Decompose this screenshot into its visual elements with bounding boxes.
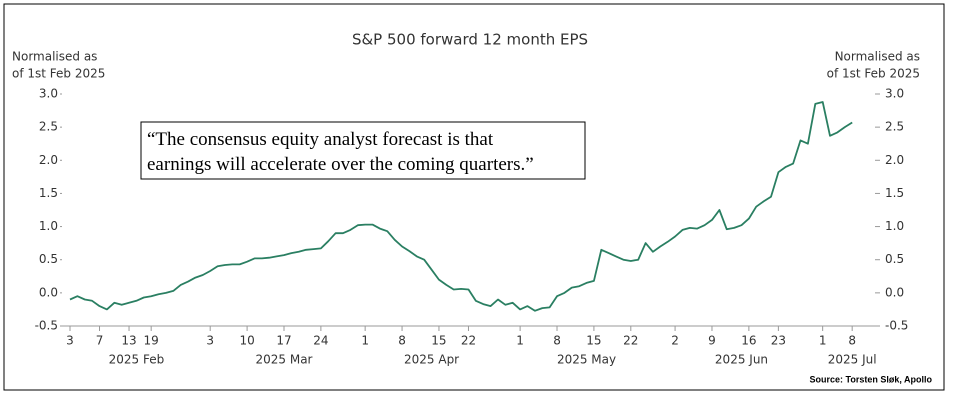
y2-axis-label: of 1st Feb 2025 (827, 67, 920, 81)
x-tick-label: 23 (771, 334, 786, 348)
x-tick-label: 15 (586, 334, 601, 348)
x-tick-label: 19 (144, 334, 159, 348)
series-line (69, 101, 853, 312)
month-label: 2025 Apr (404, 353, 459, 367)
y-tick-label: 2.5 (39, 120, 58, 134)
annotation: “The consensus equity analyst forecast i… (147, 129, 494, 150)
chart-title: S&P 500 forward 12 month EPS (352, 31, 588, 49)
y2-tick-label: -0.5 (885, 319, 908, 333)
x-tick-label: 16 (741, 334, 756, 348)
x-tick-label: 1 (819, 334, 827, 348)
y2-axis-label: Normalised as (835, 50, 920, 64)
frame (3, 3, 945, 391)
y-tick-label: 2.0 (39, 153, 58, 167)
x-tick-label: 8 (553, 334, 561, 348)
x-tick-label: 8 (398, 334, 406, 348)
y2-tick-label: 1.0 (885, 219, 904, 233)
month-label: 2025 Mar (255, 353, 312, 367)
x-tick-label: 17 (276, 334, 291, 348)
y-tick-label: 1.5 (39, 186, 58, 200)
x-tick-label: 1 (361, 334, 369, 348)
x-tick-label: 24 (313, 334, 328, 348)
x-tick-label: 22 (623, 334, 638, 348)
x-tick-label: 13 (121, 334, 136, 348)
y-axis-label: Normalised as (12, 50, 97, 64)
y-tick-label: 0.5 (39, 252, 58, 266)
x-tick-label: 8 (848, 334, 856, 348)
x-tick-label: 3 (206, 334, 214, 348)
y-tick-label: 3.0 (39, 87, 58, 101)
y-tick-label: 0.0 (39, 285, 58, 299)
y2-tick-label: 0.0 (885, 285, 904, 299)
x-tick-label: 7 (96, 334, 104, 348)
x-tick-label: 1 (516, 334, 524, 348)
y2-tick-label: 1.5 (885, 186, 904, 200)
y-axis-label: of 1st Feb 2025 (12, 67, 105, 81)
y2-tick-label: 3.0 (885, 87, 904, 101)
source: Source: Torsten Sløk, Apollo (809, 374, 932, 384)
x-tick-label: 2 (671, 334, 679, 348)
y-tick-label: -0.5 (35, 319, 58, 333)
x-tick-label: 9 (708, 334, 716, 348)
y2-tick-label: 2.5 (885, 120, 904, 134)
y-tick-label: 1.0 (39, 219, 58, 233)
month-label: 2025 Jun (715, 353, 768, 367)
y2-tick-label: 0.5 (885, 252, 904, 266)
annotation: earnings will accelerate over the coming… (147, 154, 534, 175)
month-label: 2025 Jul (828, 353, 877, 367)
x-tick-label: 3 (66, 334, 74, 348)
month-label: 2025 May (557, 353, 616, 367)
x-tick-label: 10 (239, 334, 254, 348)
month-label: 2025 Feb (109, 353, 165, 367)
y2-tick-label: 2.0 (885, 153, 904, 167)
x-tick-label: 22 (461, 334, 476, 348)
x-tick-label: 15 (431, 334, 446, 348)
annotation-box (140, 121, 586, 180)
